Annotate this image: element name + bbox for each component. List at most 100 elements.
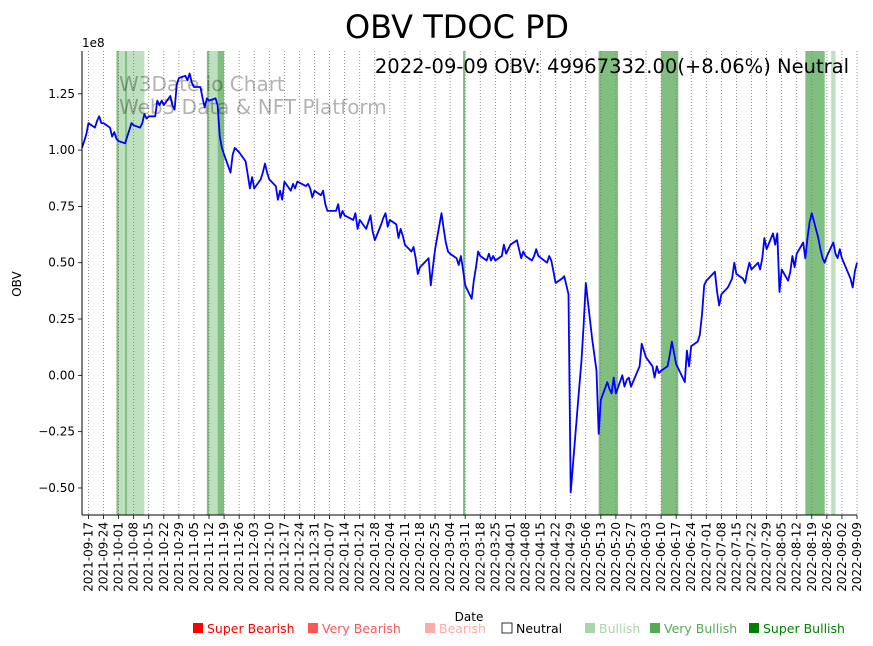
obv-series-line — [81, 72, 858, 494]
x-tick-label: 2021-11-26 — [232, 522, 246, 592]
legend-label: Neutral — [516, 621, 562, 636]
y-tick-label: 0.00 — [48, 368, 75, 382]
chart-title: OBV TDOC PD — [345, 8, 569, 46]
x-tick-label: 2022-06-24 — [684, 522, 698, 592]
x-ticks: 2021-09-17 2021-09-24 2021-10-01 2021-10-08… — [81, 515, 864, 592]
x-tick-label: 2022-01-14 — [338, 522, 352, 592]
signal-band — [206, 51, 210, 515]
x-tick-label: 2022-01-07 — [323, 522, 337, 592]
x-tick-label: 2022-04-22 — [549, 522, 563, 592]
watermark-line-2: Web3 Data & NFT Platform — [119, 95, 387, 119]
y-multiplier-label: 1e8 — [82, 36, 105, 50]
legend-swatch — [585, 623, 595, 633]
watermark-line-1: W3Date.io Chart — [119, 72, 285, 96]
legend-label: Bearish — [439, 621, 486, 636]
x-tick-label: 2021-09-17 — [81, 522, 95, 592]
signal-band — [831, 51, 836, 515]
x-tick-label: 2022-05-27 — [624, 522, 638, 592]
x-tick-label: 2022-07-01 — [699, 522, 713, 592]
x-tick-label: 2021-12-24 — [292, 522, 306, 592]
x-tick-label: 2021-10-29 — [172, 522, 186, 592]
x-tick-label: 2022-02-11 — [398, 522, 412, 592]
legend-swatch — [308, 623, 318, 633]
x-tick-label: 2022-04-01 — [503, 522, 517, 592]
legend-swatch — [425, 623, 435, 633]
x-tick-label: 2021-11-05 — [187, 522, 201, 592]
legend-swatch — [749, 623, 759, 633]
legend-swatch — [650, 623, 660, 633]
x-tick-label: 2022-02-04 — [383, 522, 397, 592]
x-tick-label: 2022-02-25 — [428, 522, 442, 592]
y-tick-label: −0.25 — [38, 425, 75, 439]
x-tick-label: 2022-08-26 — [820, 522, 834, 592]
x-tick-label: 2022-03-25 — [488, 522, 502, 592]
legend-swatch — [501, 622, 513, 634]
legend-label: Bullish — [599, 621, 640, 636]
obv-annotation: 2022-09-09 OBV: 49967332.00(+8.06%) Neut… — [375, 55, 849, 78]
x-tick-label: 2021-10-01 — [112, 522, 126, 592]
legend-label: Super Bearish — [207, 621, 295, 636]
x-tick-label: 2022-08-05 — [775, 522, 789, 592]
signal-band — [127, 51, 145, 515]
y-axis-label: OBV — [10, 270, 24, 296]
axes — [81, 51, 857, 516]
y-tick-label: 0.75 — [48, 199, 75, 213]
series-layer — [81, 72, 858, 494]
x-tick-label: 2022-02-18 — [413, 522, 427, 592]
y-tick-label: 1.25 — [48, 87, 75, 101]
x-tick-label: 2022-07-08 — [714, 522, 728, 592]
x-axis-label: Date — [455, 610, 484, 624]
x-tick-label: 2022-06-03 — [639, 522, 653, 592]
x-tick-label: 2022-08-19 — [805, 522, 819, 592]
x-tick-label: 2022-04-15 — [534, 522, 548, 592]
x-tick-label: 2022-06-17 — [669, 522, 683, 592]
x-tick-label: 2022-07-22 — [745, 522, 759, 592]
x-tick-label: 2021-12-17 — [277, 522, 291, 592]
y-tick-label: 1.00 — [48, 143, 75, 157]
x-tick-label: 2022-03-04 — [443, 522, 457, 592]
x-tick-label: 2022-04-08 — [518, 522, 532, 592]
signal-band — [209, 51, 218, 515]
x-tick-label: 2022-05-06 — [579, 522, 593, 592]
signal-band — [217, 51, 225, 515]
x-tick-label: 2022-03-11 — [458, 522, 472, 592]
x-tick-label: 2021-11-12 — [202, 522, 216, 592]
x-tick-label: 2022-05-13 — [594, 522, 608, 592]
signal-band — [125, 51, 128, 515]
y-ticks: −0.50 −0.25 0.00 0.25 0.50 0.75 1.00 1.25 — [38, 87, 82, 495]
x-tick-label: 2021-10-08 — [127, 522, 141, 592]
x-tick-label: 2022-08-12 — [790, 522, 804, 592]
legend-label: Very Bearish — [322, 621, 401, 636]
x-tick-label: 2022-01-28 — [368, 522, 382, 592]
x-tick-label: 2022-03-18 — [473, 522, 487, 592]
y-tick-label: 0.50 — [48, 256, 75, 270]
x-tick-label: 2021-12-10 — [262, 522, 276, 592]
x-gridlines — [88, 51, 858, 515]
signal-band — [118, 51, 126, 515]
x-tick-label: 2022-01-21 — [353, 522, 367, 592]
x-tick-label: 2021-10-15 — [142, 522, 156, 592]
x-tick-label: 2022-09-09 — [850, 522, 864, 592]
legend-swatch — [193, 623, 203, 633]
legend-label: Super Bullish — [763, 621, 845, 636]
y-tick-label: 0.25 — [48, 312, 75, 326]
x-tick-label: 2022-04-29 — [564, 522, 578, 592]
signal-bands — [116, 51, 836, 515]
x-tick-label: 2021-09-24 — [97, 522, 111, 592]
x-tick-label: 2022-07-15 — [729, 522, 743, 592]
signal-band — [116, 51, 119, 515]
signal-band — [661, 51, 679, 515]
signal-legend: Super Bearish Very Bearish Bearish Neutral B… — [193, 621, 845, 636]
y-tick-label: −0.50 — [38, 481, 75, 495]
legend-label: Very Bullish — [664, 621, 737, 636]
x-tick-label: 2021-10-22 — [157, 522, 171, 592]
x-tick-label: 2022-06-10 — [654, 522, 668, 592]
x-tick-label: 2022-09-02 — [835, 522, 849, 592]
signal-band — [805, 51, 825, 515]
signal-band — [598, 51, 619, 515]
x-tick-label: 2021-12-31 — [308, 522, 322, 592]
x-tick-label: 2022-05-20 — [609, 522, 623, 592]
x-tick-label: 2021-12-03 — [247, 522, 261, 592]
x-tick-label: 2022-07-29 — [760, 522, 774, 592]
